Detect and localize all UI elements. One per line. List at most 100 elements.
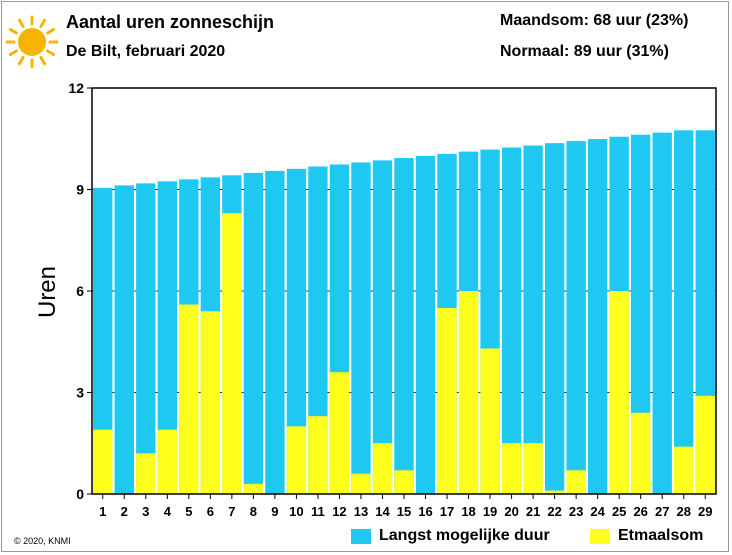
y-tick-label: 9 [76, 182, 84, 198]
bar-max-duration [93, 187, 113, 494]
bar-max-duration [501, 147, 522, 494]
bar-max-duration [372, 160, 393, 495]
bar-etmaalsom [179, 304, 199, 494]
y-tick-label: 3 [76, 385, 84, 401]
bar-etmaalsom [695, 395, 715, 494]
bar-etmaalsom [523, 443, 543, 494]
axes [87, 87, 717, 499]
bar-max-duration [523, 145, 543, 494]
x-tick-label: 21 [526, 504, 540, 519]
x-tick-label: 8 [250, 504, 257, 519]
bar-etmaalsom [394, 470, 414, 494]
bar-max-duration [674, 130, 694, 494]
bar-etmaalsom [157, 429, 177, 494]
legend-swatch-etmaalsom [590, 528, 610, 544]
x-tick-label: 27 [655, 504, 669, 519]
bar-max-duration [243, 172, 264, 494]
y-tick-label: 0 [76, 486, 84, 502]
x-tick-label: 17 [440, 504, 454, 519]
x-tick-label: 28 [676, 504, 690, 519]
bar-etmaalsom [308, 416, 328, 494]
bar-etmaalsom [674, 446, 694, 494]
x-tick-label: 3 [142, 504, 149, 519]
sun-ray [8, 28, 18, 35]
bar-etmaalsom [136, 453, 156, 494]
bar-etmaalsom [372, 443, 393, 494]
legend-label-max-duration: Langst mogelijke duur [379, 527, 550, 544]
bar-max-duration [652, 132, 672, 494]
x-tick-label: 22 [547, 504, 561, 519]
x-tick-label: 11 [311, 504, 325, 519]
normal-stat: Normaal: 89 uur (31%) [500, 43, 669, 60]
legend-label-etmaalsom: Etmaalsom [618, 527, 704, 544]
bars [93, 130, 715, 495]
x-tick-label: 13 [354, 504, 368, 519]
legend-item-max-duration: Langst mogelijke duur [351, 527, 550, 545]
bar-max-duration [394, 158, 414, 494]
bar-max-duration [136, 183, 156, 494]
bar-etmaalsom [222, 213, 242, 494]
bar-etmaalsom [243, 483, 264, 494]
plot-border [91, 87, 717, 495]
month-total-stat: Maandsom: 68 uur (23%) [500, 12, 689, 29]
x-tick-label: 12 [332, 504, 346, 519]
sun-ray [39, 18, 46, 28]
x-tick-label: 5 [185, 504, 192, 519]
chart-subtitle: De Bilt, februari 2020 [66, 43, 226, 60]
x-tick-label: 19 [483, 504, 497, 519]
bar-max-duration [415, 156, 436, 494]
x-tick-label: 29 [698, 504, 712, 519]
bar-max-duration [308, 166, 328, 494]
sun-ray [18, 56, 25, 66]
x-tick-label: 4 [164, 504, 172, 519]
sun-ray [46, 28, 56, 35]
y-tick-label: 6 [76, 283, 84, 299]
legend-swatch-max-duration [351, 528, 371, 544]
x-tick-label: 26 [633, 504, 647, 519]
x-tick-label: 10 [289, 504, 303, 519]
bar-etmaalsom [93, 429, 113, 494]
sun-ray [8, 49, 18, 56]
x-tick-label: 6 [207, 504, 214, 519]
bar-etmaalsom [609, 291, 629, 494]
bar-etmaalsom [286, 426, 307, 494]
x-tick-label: 25 [612, 504, 626, 519]
bar-etmaalsom [458, 291, 479, 494]
x-tick-label: 16 [418, 504, 432, 519]
bar-max-duration [544, 143, 565, 495]
y-tick-label: 12 [68, 80, 84, 96]
bar-etmaalsom [480, 348, 500, 494]
bar-max-duration [265, 170, 285, 494]
x-tick-label: 9 [271, 504, 278, 519]
bar-etmaalsom [329, 372, 350, 494]
bar-etmaalsom [351, 473, 371, 494]
x-tick-label: 15 [397, 504, 411, 519]
copyright: © 2020, KNMI [14, 536, 71, 546]
x-tick-label: 14 [375, 504, 390, 519]
x-tick-label: 24 [590, 504, 605, 519]
bar-max-duration [566, 141, 586, 494]
bar-max-duration [286, 168, 307, 494]
bar-max-duration [157, 181, 177, 494]
x-tick-label: 18 [461, 504, 475, 519]
bar-etmaalsom [544, 490, 565, 494]
bar-etmaalsom [631, 412, 651, 494]
y-axis-label: Uren [34, 266, 61, 318]
sun-icon [5, 15, 59, 69]
legend-item-etmaalsom: Etmaalsom [590, 527, 703, 545]
x-tick-label: 7 [228, 504, 235, 519]
bar-max-duration [351, 162, 371, 494]
bar-etmaalsom [437, 307, 457, 494]
chart-title: Aantal uren zonneschijn [66, 12, 275, 32]
sun-ray [18, 18, 25, 28]
bar-etmaalsom [200, 311, 221, 494]
bar-max-duration [587, 139, 608, 495]
x-tick-label: 23 [569, 504, 583, 519]
bar-etmaalsom [566, 470, 586, 494]
bar-max-duration [114, 185, 134, 494]
x-tick-label: 2 [121, 504, 128, 519]
bar-max-duration [631, 134, 651, 494]
